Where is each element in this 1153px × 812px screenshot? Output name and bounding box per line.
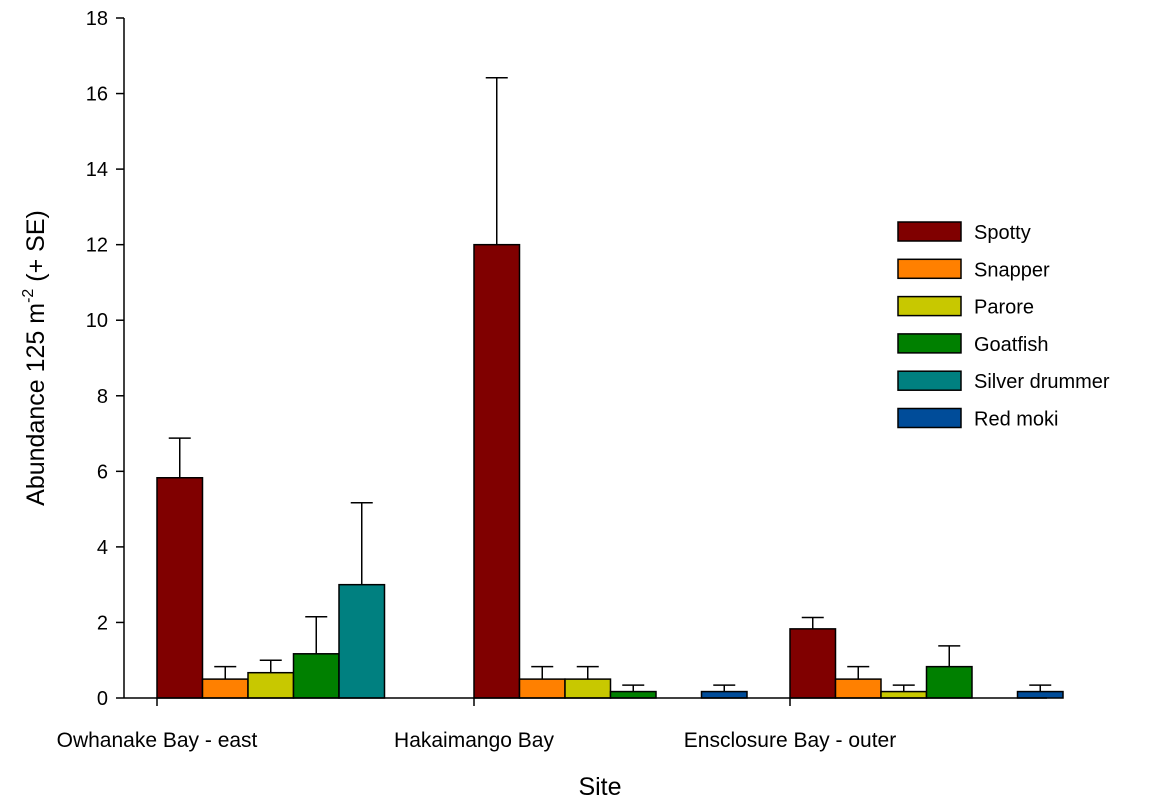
legend-swatch-red-moki	[897, 407, 962, 429]
bar-snapper-0	[201, 678, 249, 699]
y-tick-label-2: 4	[97, 537, 108, 559]
bar-spotty-0	[156, 477, 204, 699]
bar-snapper-2	[834, 678, 882, 699]
legend: Spotty Snapper Parore Goatfish Silver drumme…	[897, 221, 1110, 431]
bar-red-moki-2	[1016, 690, 1064, 699]
legend-label-silver-drummer: Silver drummer	[974, 371, 1110, 393]
bar-spotty-2	[789, 628, 837, 699]
legend-label-goatfish: Goatfish	[974, 334, 1048, 356]
axes-layer	[123, 18, 1047, 699]
bar-goatfish-2	[925, 665, 973, 699]
bar-spotty-1	[473, 243, 521, 699]
y-tick-label-8: 16	[86, 84, 108, 106]
y-axis-title-tail: (+ SE)	[22, 210, 50, 289]
y-tick-label-1: 2	[97, 612, 108, 634]
legend-label-spotty: Spotty	[974, 222, 1031, 244]
y-axis-title-superscript: -2	[20, 289, 37, 303]
legend-label-parore: Parore	[974, 297, 1034, 319]
error-bars-layer	[168, 76, 1052, 692]
bar-goatfish-1	[609, 690, 657, 699]
legend-swatch-snapper	[897, 258, 962, 280]
x-category-label-1: Hakaimango Bay	[394, 729, 554, 752]
legend-label-red-moki: Red moki	[974, 409, 1058, 431]
bar-silver-drummer-0	[338, 583, 386, 699]
y-tick-label-4: 8	[97, 386, 108, 408]
y-tick-label-3: 6	[97, 461, 108, 483]
bar-goatfish-0	[292, 653, 340, 699]
y-tick-label-5: 10	[86, 310, 108, 332]
x-categories-layer: Owhanake Bay - east Hakaimango Bay Ensclos…	[57, 698, 896, 752]
legend-swatch-silver-drummer	[897, 370, 962, 391]
x-category-label-2: Ensclosure Bay - outer	[684, 729, 896, 752]
y-tick-label-7: 14	[86, 159, 108, 181]
bar-parore-2	[880, 690, 928, 699]
bars-layer	[156, 243, 1064, 699]
bar-red-moki-1	[700, 690, 748, 699]
y-axis-title: Abundance 125 m-2 (+ SE)	[20, 210, 50, 506]
legend-swatch-parore	[897, 295, 962, 317]
bar-snapper-1	[518, 678, 566, 699]
legend-swatch-goatfish	[897, 333, 962, 354]
x-category-label-0: Owhanake Bay - east	[57, 729, 258, 752]
y-tick-label-9: 18	[86, 8, 108, 30]
y-tick-label-6: 12	[86, 235, 108, 257]
y-ticks-layer: 0 2 4 6 8 10 12 14 16 18	[86, 8, 124, 710]
y-tick-label-0: 0	[97, 688, 108, 710]
bar-parore-1	[564, 678, 612, 699]
x-axis-title: Site	[578, 773, 621, 801]
bar-parore-0	[247, 671, 295, 699]
y-axis-title-main: Abundance 125 m	[22, 303, 50, 506]
legend-label-snapper: Snapper	[974, 259, 1050, 281]
legend-swatch-spotty	[897, 221, 962, 242]
